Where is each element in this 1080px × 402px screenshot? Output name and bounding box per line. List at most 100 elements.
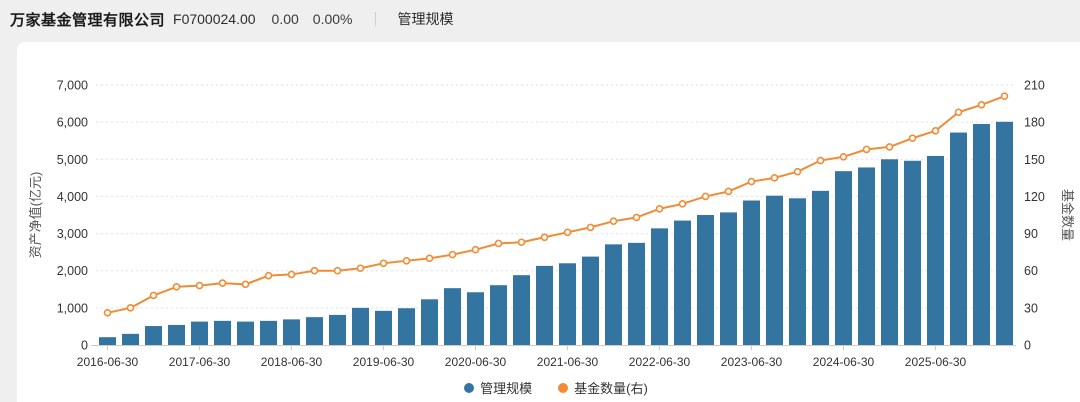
bar <box>858 167 875 345</box>
svg-text:90: 90 <box>1024 227 1038 241</box>
line-marker <box>586 223 595 232</box>
line-marker <box>908 134 917 143</box>
svg-text:6,000: 6,000 <box>57 116 88 130</box>
line-marker <box>149 291 158 300</box>
svg-text:3,000: 3,000 <box>57 227 88 241</box>
bar <box>398 308 415 345</box>
line-marker <box>448 250 457 259</box>
svg-text:2,000: 2,000 <box>57 264 88 278</box>
svg-text:120: 120 <box>1024 190 1045 204</box>
line-marker <box>517 238 526 247</box>
bar <box>927 155 944 345</box>
svg-text:0: 0 <box>1024 339 1031 353</box>
bar <box>674 220 691 345</box>
svg-text:210: 210 <box>1024 79 1045 93</box>
bar <box>582 256 599 345</box>
bar <box>421 299 438 345</box>
bar <box>214 320 231 345</box>
line-marker <box>678 200 687 208</box>
line-marker <box>218 279 227 287</box>
bar <box>996 121 1013 346</box>
chart-legend: 管理规模 基金数量(右) <box>96 378 1016 397</box>
bar <box>950 132 967 345</box>
bar <box>559 263 576 345</box>
svg-text:7,000: 7,000 <box>57 79 88 93</box>
svg-text:2023-06-30: 2023-06-30 <box>721 355 783 369</box>
bar-series-aum[interactable] <box>99 121 1013 346</box>
bar <box>904 160 921 345</box>
svg-text:2022-06-30: 2022-06-30 <box>629 355 691 369</box>
line-marker <box>885 143 894 151</box>
line-marker <box>471 245 480 254</box>
bar <box>697 215 714 345</box>
legend-item-aum[interactable]: 管理规模 <box>464 378 532 397</box>
legend-dot-orange <box>558 382 569 393</box>
legend-dot-blue <box>464 382 475 393</box>
svg-text:2020-06-30: 2020-06-30 <box>445 355 507 369</box>
line-marker <box>425 254 434 263</box>
right-axis-labels: 0 30 60 90 120 150 180 210 <box>1024 79 1045 353</box>
svg-text:180: 180 <box>1024 116 1045 130</box>
line-marker <box>770 174 779 182</box>
line-marker <box>747 177 756 186</box>
line-marker <box>264 271 273 280</box>
line-marker <box>793 167 802 176</box>
line-marker <box>862 145 871 154</box>
bar <box>191 321 208 345</box>
line-marker <box>655 205 664 213</box>
svg-text:2021-06-30: 2021-06-30 <box>537 355 599 369</box>
bar <box>490 285 507 345</box>
bar <box>720 212 737 345</box>
svg-text:0: 0 <box>81 339 88 353</box>
svg-text:2016-06-30: 2016-06-30 <box>77 355 139 369</box>
line-marker <box>931 127 940 135</box>
line-marker <box>563 228 572 237</box>
gridlines <box>96 84 1016 309</box>
bar <box>283 319 300 345</box>
legend-item-fund-count[interactable]: 基金数量(右) <box>558 378 648 397</box>
svg-text:4,000: 4,000 <box>57 190 88 204</box>
line-marker <box>632 213 641 222</box>
quote-change-percent: 0.00% <box>312 11 353 27</box>
line-marker <box>816 156 825 165</box>
line-marker <box>172 283 181 291</box>
bar <box>444 288 461 345</box>
x-axis: 2016-06-30 2017-06-30 2018-06-30 2019-06-30… <box>77 345 1016 369</box>
line-marker <box>310 266 319 275</box>
tab-management-scale[interactable]: 管理规模 <box>397 11 454 27</box>
line-marker <box>1000 92 1009 100</box>
line-marker <box>494 239 503 248</box>
bar <box>973 124 990 345</box>
svg-text:1,000: 1,000 <box>57 301 88 315</box>
line-marker <box>977 101 986 109</box>
left-axis-labels: 0 1,000 2,000 3,000 4,000 5,000 6,000 7,000 <box>57 79 88 353</box>
bar <box>651 228 668 345</box>
left-axis-title: 资产净值(亿元) <box>28 172 43 259</box>
line-marker <box>724 187 733 196</box>
bar <box>168 324 185 345</box>
bar <box>237 321 254 345</box>
axis-titles: 资产净值(亿元) 基金数量 <box>28 172 1075 259</box>
bar <box>812 190 829 345</box>
bar <box>145 326 162 345</box>
bar <box>260 320 277 345</box>
line-marker <box>839 153 848 161</box>
bar <box>375 310 392 345</box>
header-separator <box>374 12 376 26</box>
bar <box>329 314 346 345</box>
fund-code: F0700024.00 <box>173 11 256 27</box>
line-marker <box>609 217 618 225</box>
bar <box>352 307 369 345</box>
line-marker <box>379 259 388 268</box>
svg-text:30: 30 <box>1024 301 1038 315</box>
line-marker <box>126 304 135 312</box>
legend-label-fund-count: 基金数量(右) <box>574 381 648 396</box>
bar <box>789 198 806 345</box>
line-series-fund-count[interactable] <box>103 92 1009 317</box>
svg-text:60: 60 <box>1024 264 1038 278</box>
line-marker <box>333 266 342 275</box>
bar <box>122 333 139 345</box>
bar <box>513 275 530 345</box>
